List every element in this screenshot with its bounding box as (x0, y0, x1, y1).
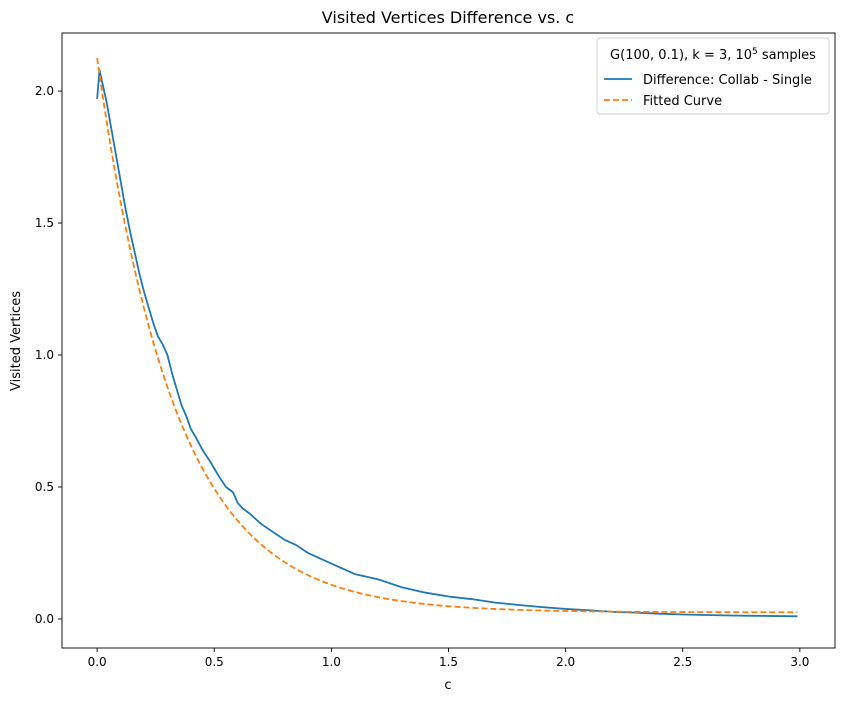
series-line-difference (96, 69, 798, 618)
y-tick-label: 1.0 (35, 348, 54, 362)
x-axis: 0.0 0.5 1.0 1.5 2.0 2.5 3.0 (88, 648, 809, 669)
y-tick-label: 0.0 (35, 612, 54, 626)
y-axis: 0.0 0.5 1.0 1.5 2.0 (35, 84, 62, 626)
legend: G(100, 0.1), k = 3, 105 samples Differen… (596, 37, 830, 115)
y-tick-label: 0.5 (35, 480, 54, 494)
legend-title-main: G(100, 0.1), k = 3, 10 (610, 48, 752, 63)
x-tick-label: 3.0 (790, 655, 809, 669)
y-tick-label: 1.5 (35, 216, 54, 230)
x-tick-label: 2.0 (556, 655, 575, 669)
legend-title-suffix: samples (758, 48, 816, 63)
legend-box (596, 37, 830, 115)
y-axis-label: Visited Vertices (9, 291, 24, 391)
chart-title: Visited Vertices Difference vs. c (322, 8, 574, 27)
x-tick-label: 2.5 (673, 655, 692, 669)
plot-area (61, 32, 836, 649)
legend-title-superscript: 5 (752, 47, 758, 57)
plot-background (62, 33, 835, 648)
x-tick-label: 0.5 (205, 655, 224, 669)
legend-label-fitted: Fitted Curve (643, 94, 722, 109)
legend-title: G(100, 0.1), k = 3, 105 samples (610, 47, 816, 63)
x-tick-label: 1.0 (322, 655, 341, 669)
x-axis-label: c (444, 678, 451, 693)
x-tick-label: 0.0 (88, 655, 107, 669)
y-tick-label: 2.0 (35, 84, 54, 98)
legend-label-difference: Difference: Collab - Single (643, 73, 812, 88)
series-line-fitted (96, 57, 798, 614)
x-tick-label: 1.5 (439, 655, 458, 669)
